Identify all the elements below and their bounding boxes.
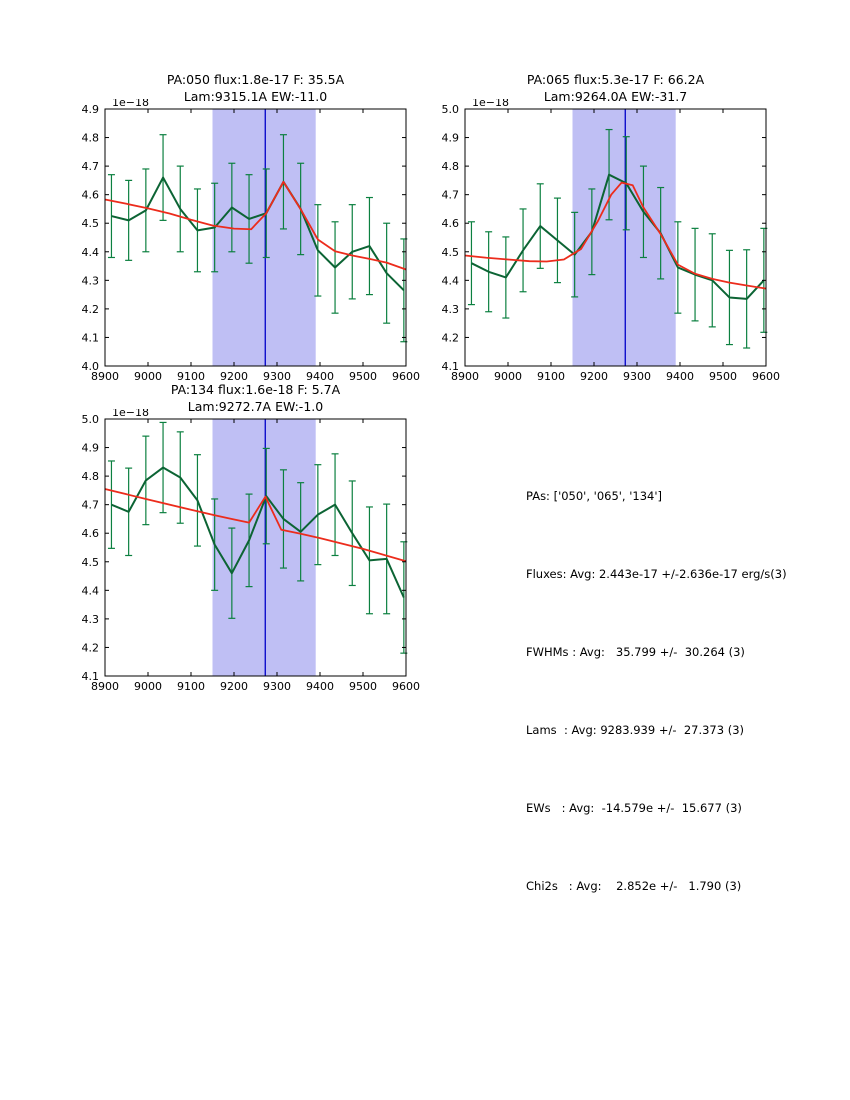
x-tick-label: 9600 — [392, 680, 420, 693]
x-tick-label: 9000 — [134, 680, 162, 693]
spectrum-line — [111, 466, 405, 598]
y-offset-label: 1e−18 — [112, 409, 149, 419]
x-tick-label: 9400 — [306, 370, 334, 383]
y-tick-label: 4.9 — [82, 103, 100, 116]
subplot-title-line1: PA:050 flux:1.8e-17 F: 35.5A — [166, 72, 345, 87]
y-tick-label: 4.0 — [82, 360, 100, 373]
axis-tick-labels: 8900 9000 9100 9200 9300 9400 9500 9600 4.0 4.1 4.… — [82, 99, 421, 383]
x-tick-label: 9300 — [263, 680, 291, 693]
x-tick-label: 9500 — [709, 370, 737, 383]
spectrum-line — [471, 173, 765, 300]
subplot-pa065-title: PA:065 flux:5.3e-17 F: 66.2A Lam:9264.0A… — [465, 71, 766, 105]
axes-frame — [464, 108, 767, 367]
subplot-pa050: PA:050 flux:1.8e-17 F: 35.5A Lam:9315.1A… — [68, 71, 448, 391]
x-tick-label: 9500 — [349, 370, 377, 383]
plot-svg-pa134: 8900 9000 9100 9200 9300 9400 9500 9600 4.1 4.2 4.… — [82, 409, 421, 693]
y-tick-label: 4.7 — [82, 160, 100, 173]
y-tick-label: 4.5 — [442, 246, 460, 259]
fit-line — [104, 488, 407, 563]
y-tick-label: 4.4 — [442, 274, 460, 287]
y-tick-label: 4.4 — [82, 246, 100, 259]
subplot-title-line2: Lam:9272.7A EW:-1.0 — [187, 399, 324, 414]
subplot-pa065: PA:065 flux:5.3e-17 F: 66.2A Lam:9264.0A… — [428, 71, 808, 391]
y-tick-label: 5.0 — [442, 103, 460, 116]
x-tick-label: 9600 — [752, 370, 780, 383]
axis-ticks — [464, 108, 767, 367]
x-tick-label: 8900 — [91, 370, 119, 383]
y-tick-label: 4.9 — [82, 442, 100, 455]
y-offset-label: 1e−18 — [472, 99, 509, 109]
x-tick-label: 9000 — [134, 370, 162, 383]
axis-tick-labels: 8900 9000 9100 9200 9300 9400 9500 9600 4.1 4.2 4.… — [442, 99, 781, 383]
highlight-band — [212, 109, 316, 366]
y-tick-label: 4.1 — [82, 670, 100, 683]
x-tick-label: 9100 — [537, 370, 565, 383]
plot-svg-pa065: 8900 9000 9100 9200 9300 9400 9500 9600 4.1 4.2 4.… — [442, 99, 781, 383]
y-tick-label: 4.6 — [82, 527, 100, 540]
axis-tick-labels: 8900 9000 9100 9200 9300 9400 9500 9600 4.1 4.2 4.… — [82, 409, 421, 693]
stats-line-pas: PAs: ['050', '065', '134'] — [526, 489, 663, 503]
fit-line — [104, 180, 407, 271]
subplot-title-line1: PA:065 flux:5.3e-17 F: 66.2A — [526, 72, 705, 87]
x-tick-label: 8900 — [451, 370, 479, 383]
x-tick-label: 9200 — [220, 680, 248, 693]
subplot-title-line2: Lam:9315.1A EW:-11.0 — [183, 89, 328, 104]
x-tick-label: 9200 — [220, 370, 248, 383]
y-tick-label: 4.2 — [442, 331, 460, 344]
axis-ticks — [104, 418, 407, 677]
y-tick-label: 4.9 — [442, 132, 460, 145]
x-tick-label: 9100 — [177, 680, 205, 693]
x-tick-label: 9500 — [349, 680, 377, 693]
subplot-pa134-title: PA:134 flux:1.6e-18 F: 5.7A Lam:9272.7A … — [105, 381, 406, 415]
y-tick-label: 4.6 — [442, 217, 460, 230]
y-tick-label: 4.3 — [82, 613, 100, 626]
axes-frame — [104, 418, 407, 677]
y-tick-label: 4.2 — [82, 303, 100, 316]
y-tick-label: 4.5 — [82, 556, 100, 569]
stats-line-chi2s: Chi2s : Avg: 2.852e +/- 1.790 (3) — [526, 879, 742, 893]
stats-line-fluxes: Fluxes: Avg: 2.443e-17 +/-2.636e-17 erg/… — [526, 567, 787, 581]
x-tick-label: 9400 — [666, 370, 694, 383]
stats-line-lams: Lams : Avg: 9283.939 +/- 27.373 (3) — [526, 723, 745, 737]
y-tick-label: 4.2 — [82, 641, 100, 654]
axis-ticks — [104, 108, 407, 367]
y-tick-label: 4.7 — [82, 499, 100, 512]
x-tick-label: 9200 — [580, 370, 608, 383]
spectrum-line — [111, 176, 405, 292]
plot-svg-pa050: 8900 9000 9100 9200 9300 9400 9500 9600 4.0 4.1 4.… — [82, 99, 421, 383]
subplot-pa050-title: PA:050 flux:1.8e-17 F: 35.5A Lam:9315.1A… — [105, 71, 406, 105]
y-tick-label: 4.1 — [82, 331, 100, 344]
x-tick-label: 9300 — [263, 370, 291, 383]
y-offset-label: 1e−18 — [112, 99, 149, 109]
y-tick-label: 5.0 — [82, 413, 100, 426]
y-tick-label: 4.4 — [82, 584, 100, 597]
y-tick-label: 4.3 — [442, 303, 460, 316]
stats-line-fwhms: FWHMs : Avg: 35.799 +/- 30.264 (3) — [526, 645, 745, 659]
stats-panel: PAs: ['050', '065', '134'] Fluxes: Avg: … — [526, 431, 787, 925]
y-tick-label: 4.8 — [82, 132, 100, 145]
y-tick-label: 4.8 — [442, 160, 460, 173]
y-tick-label: 4.7 — [442, 189, 460, 202]
subplot-title-line1: PA:134 flux:1.6e-18 F: 5.7A — [170, 382, 341, 397]
x-tick-label: 9100 — [177, 370, 205, 383]
x-tick-label: 9600 — [392, 370, 420, 383]
stats-line-ews: EWs : Avg: -14.579e +/- 15.677 (3) — [526, 801, 742, 815]
subplot-pa134: PA:134 flux:1.6e-18 F: 5.7A Lam:9272.7A … — [68, 381, 448, 701]
x-tick-label: 9000 — [494, 370, 522, 383]
x-tick-label: 9400 — [306, 680, 334, 693]
y-tick-label: 4.8 — [82, 470, 100, 483]
y-tick-label: 4.6 — [82, 189, 100, 202]
highlight-band — [572, 109, 676, 366]
axes-frame — [104, 108, 407, 367]
y-tick-label: 4.5 — [82, 217, 100, 230]
y-tick-label: 4.3 — [82, 274, 100, 287]
subplot-title-line2: Lam:9264.0A EW:-31.7 — [543, 89, 688, 104]
x-tick-label: 8900 — [91, 680, 119, 693]
x-tick-label: 9300 — [623, 370, 651, 383]
fit-line — [464, 181, 767, 290]
y-tick-label: 4.1 — [442, 360, 460, 373]
highlight-band — [212, 419, 316, 676]
